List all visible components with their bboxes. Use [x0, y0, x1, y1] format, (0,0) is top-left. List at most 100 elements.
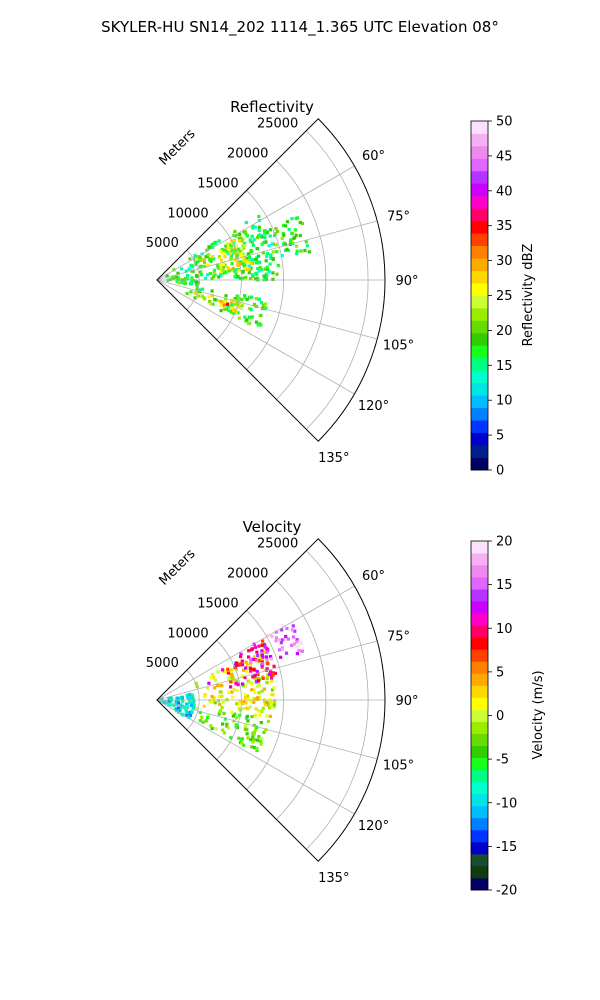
echo-gate — [241, 244, 245, 248]
echo-gate — [245, 268, 249, 272]
sector-frame — [156, 118, 386, 442]
echo-gate — [266, 648, 270, 652]
echo-gate — [271, 271, 275, 275]
echo-gate — [295, 638, 299, 642]
echo-gate — [254, 707, 258, 711]
echo-gate — [234, 667, 238, 671]
echo-gate — [224, 670, 228, 674]
echo-gate — [255, 696, 260, 700]
echo-gate — [253, 225, 257, 229]
echo-gate — [274, 636, 279, 640]
echo-gate — [178, 706, 182, 710]
echo-gate — [199, 273, 203, 277]
echo-gate — [280, 638, 284, 642]
range-tick-label: 25000 — [257, 117, 298, 132]
echo-gate — [229, 247, 233, 251]
echo-gate — [253, 302, 257, 306]
echo-gate — [206, 273, 210, 277]
echo-gate — [183, 281, 187, 286]
echo-gate — [209, 700, 214, 704]
colorbar-band — [471, 589, 488, 602]
colorbar-tick-label: 45 — [496, 149, 513, 164]
echo-gate — [216, 683, 220, 688]
colorbar-band — [471, 183, 488, 197]
echo-gate — [195, 283, 199, 287]
echo-gate — [281, 242, 285, 246]
azimuth-spoke — [156, 699, 378, 760]
azimuth-tick-label: 90° — [395, 274, 418, 289]
echo-region — [222, 302, 230, 307]
echo-gate — [232, 688, 236, 692]
echo-gate — [229, 255, 233, 259]
echo-gate — [159, 699, 163, 704]
echo-gate — [256, 267, 260, 271]
echo-gate — [204, 719, 208, 723]
echo-gate — [239, 249, 243, 253]
echo-gate — [264, 272, 268, 276]
echo-gate — [234, 310, 238, 315]
echo-gate — [224, 270, 228, 274]
echo-gate — [185, 710, 189, 714]
echo-gate — [284, 224, 288, 228]
echo-gate — [291, 635, 296, 639]
range-tick-label: 5000 — [146, 236, 179, 251]
echo-gate — [217, 712, 221, 716]
echo-gate — [174, 702, 178, 707]
echo-gate — [291, 624, 295, 628]
echo-gate — [250, 682, 254, 686]
echo-gate — [248, 699, 253, 703]
colorbar-band — [471, 332, 488, 346]
azimuth-tick-label: 90° — [395, 694, 418, 709]
echo-gate — [271, 277, 275, 281]
colorbar-band — [471, 613, 488, 626]
echo-gate — [214, 727, 218, 731]
echo-gate — [176, 271, 180, 275]
echo-gate — [241, 707, 245, 711]
echo-gate — [227, 269, 231, 273]
echo-gate — [300, 649, 304, 653]
echo-gate — [243, 675, 247, 680]
echo-gate — [237, 736, 241, 740]
reflectivity-colorbar: 0 5 10 15 20 25 30 35 40 45 50 — [470, 115, 513, 479]
echo-gate — [245, 298, 249, 302]
echo-gate — [249, 308, 253, 312]
echo-gate — [263, 700, 267, 704]
echo-gate — [209, 302, 213, 306]
echo-gate — [258, 695, 262, 699]
echo-gate — [264, 728, 268, 732]
colorbar-band — [471, 781, 488, 795]
echo-gate — [248, 705, 252, 709]
echo-gate — [265, 251, 269, 256]
colorbar-band — [471, 170, 488, 184]
echo-gate — [195, 274, 199, 279]
echo-gate — [255, 726, 259, 730]
echo-gate — [303, 248, 307, 253]
echo-gate — [210, 694, 214, 699]
echo-gate — [238, 700, 242, 704]
echo-gate — [266, 673, 270, 677]
echo-gate — [196, 259, 200, 263]
echo-gate — [254, 297, 258, 301]
echo-gate — [281, 623, 285, 628]
echo-gate — [282, 224, 286, 228]
echo-gate — [170, 703, 174, 707]
echo-gate — [237, 249, 241, 253]
colorbar-band — [471, 345, 488, 359]
echo-gate — [237, 305, 241, 309]
echo-gate — [249, 660, 253, 664]
echo-gate — [281, 232, 285, 236]
echo-gate — [263, 235, 267, 240]
echo-gate — [234, 234, 238, 238]
echo-gate — [165, 274, 169, 278]
echo-gate — [234, 258, 238, 262]
range-tick-label: 15000 — [197, 176, 238, 191]
echo-gate — [255, 685, 260, 689]
echo-gate — [240, 276, 244, 280]
echo-gate — [256, 697, 260, 702]
velocity-data — [159, 623, 304, 752]
echo-gate — [168, 277, 172, 281]
echo-gate — [185, 277, 190, 281]
echo-gate — [219, 303, 223, 307]
echo-gate — [210, 294, 215, 298]
echo-gate — [237, 247, 241, 251]
